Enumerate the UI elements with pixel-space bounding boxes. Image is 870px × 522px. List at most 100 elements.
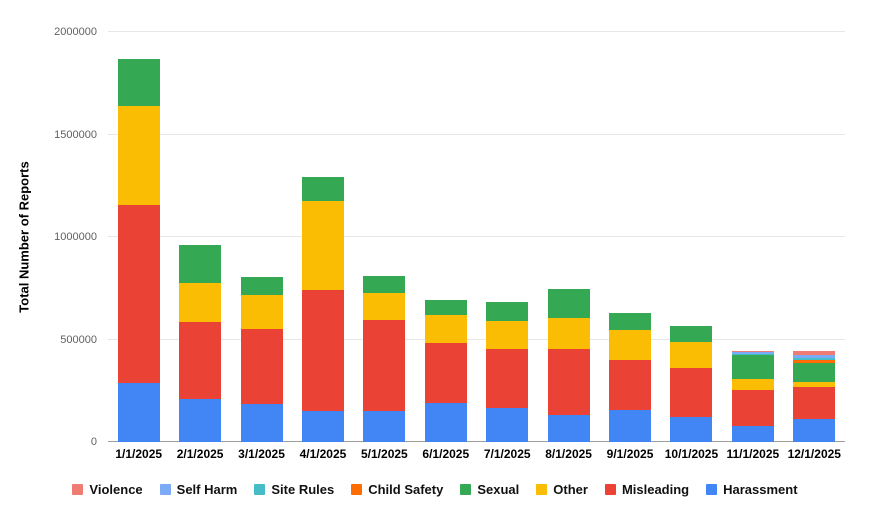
y-tick-label: 500000: [60, 333, 97, 346]
legend-label: Violence: [89, 482, 143, 497]
bar-segment-other: [793, 381, 836, 387]
x-tick-label: 10/1/2025: [664, 447, 719, 461]
bar-segment-misleading: [793, 386, 836, 420]
gridline: [108, 133, 845, 135]
legend-swatch-icon: [159, 484, 171, 495]
bar-segment-misleading: [240, 329, 283, 405]
bar-segment-harassment: [117, 382, 160, 442]
bar-segment-sexual: [609, 312, 652, 331]
legend-swatch-icon: [604, 484, 616, 495]
bar-segment-other: [240, 295, 283, 330]
bar-segment-sexual: [363, 275, 406, 294]
legend-item-child-safety: Child Safety: [351, 482, 443, 497]
stacked-bar-9/1/2025: [609, 312, 652, 442]
bar-segment-other: [609, 330, 652, 361]
gridline: [108, 236, 845, 237]
bar-segment-harassment: [609, 410, 652, 442]
bar-band: [784, 32, 845, 442]
bar-segment-sexual: [486, 301, 529, 322]
bar-segment-misleading: [609, 360, 652, 411]
bar-segment-harassment: [424, 403, 467, 442]
legend-label: Other: [553, 482, 588, 497]
bar-segment-violence: [793, 350, 836, 356]
legend-item-site-rules: Site Rules: [254, 482, 334, 497]
gridline: [108, 31, 845, 32]
legend-swatch-icon: [254, 484, 266, 495]
bar-segment-misleading: [117, 205, 160, 383]
legend-item-self-harm: Self Harm: [159, 482, 238, 497]
stacked-bar-12/1/2025: [793, 350, 836, 442]
bar-segment-other: [301, 201, 344, 291]
bar-band: [354, 32, 415, 442]
bar-segment-child-safety: [793, 360, 836, 364]
bar-band: [661, 32, 722, 442]
y-tick-label: 0: [90, 436, 97, 448]
y-axis-labels: 0 500000 1000000 1500000 2000000: [0, 26, 97, 448]
x-tick-label: 12/1/2025: [787, 447, 841, 461]
bar-band: [231, 32, 292, 442]
legend-item-misleading: Misleading: [604, 482, 690, 497]
bar-segment-misleading: [486, 348, 529, 409]
stacked-bar-3/1/2025: [240, 277, 283, 442]
bar-segment-other: [547, 317, 590, 349]
bar-segment-violence: [731, 350, 774, 353]
bar-segment-misleading: [301, 290, 344, 412]
x-tick-label: 4/1/2025: [299, 447, 347, 461]
stacked-bar-1/1/2025: [117, 58, 160, 442]
bar-segment-harassment: [793, 419, 836, 442]
bar-segment-harassment: [547, 415, 590, 442]
legend-swatch-icon: [460, 484, 472, 495]
bar-segment-self-harm: [731, 352, 774, 354]
bar-band: [108, 32, 169, 442]
stacked-bar-8/1/2025: [547, 289, 590, 442]
bar-segment-harassment: [731, 425, 774, 442]
bar-segment-sexual: [731, 354, 774, 380]
bar-segment-harassment: [179, 398, 222, 442]
stacked-bar-4/1/2025: [301, 176, 344, 442]
x-tick-label: 3/1/2025: [238, 447, 285, 461]
legend-label: Misleading: [621, 482, 690, 497]
bar-segment-sexual: [793, 363, 836, 382]
bar-segment-other: [424, 314, 467, 343]
bar-segment-misleading: [670, 368, 713, 418]
legend-item-sexual: Sexual: [460, 482, 519, 497]
bar-band: [599, 32, 660, 442]
legend-label: Sexual: [477, 482, 520, 497]
x-tick-label: 11/1/2025: [726, 447, 780, 461]
bar-segment-misleading: [424, 342, 467, 404]
x-tick-label: 9/1/2025: [606, 447, 654, 461]
bar-segment-other: [179, 283, 222, 323]
bar-segment-sexual: [240, 277, 283, 296]
x-tick-label: 6/1/2025: [422, 447, 470, 461]
bar-segment-sexual: [547, 289, 590, 318]
bar-segment-misleading: [179, 322, 222, 399]
stacked-bar-2/1/2025: [179, 245, 222, 442]
gridline: [108, 338, 845, 340]
legend-swatch-icon: [536, 484, 548, 495]
legend-swatch-icon: [706, 484, 718, 495]
x-axis-labels: 1/1/2025 2/1/2025 3/1/2025 4/1/2025 5/1/2025…: [108, 447, 845, 463]
bar-segment-self-harm: [793, 355, 836, 358]
bar-band: [415, 32, 476, 442]
bar-segment-sexual: [301, 176, 344, 202]
bar-band: [722, 32, 783, 442]
stacked-bar-7/1/2025: [486, 301, 529, 442]
bar-segment-other: [117, 105, 160, 206]
x-tick-label: 1/1/2025: [115, 447, 163, 461]
bar-segment-sexual: [670, 326, 713, 342]
y-tick-label: 1000000: [54, 231, 97, 243]
legend-label: Site Rules: [271, 482, 335, 497]
bar-segment-site-rules: [793, 357, 836, 361]
x-axis-baseline: [108, 441, 845, 442]
stacked-bar-10/1/2025: [670, 326, 713, 442]
bar-segment-site-rules: [731, 353, 774, 355]
legend: Violence Self Harm Site Rules Child Safety S…: [0, 482, 870, 497]
bar-band: [477, 32, 538, 442]
legend-item-other: Other: [536, 482, 588, 497]
stacked-bar-5/1/2025: [363, 275, 406, 442]
legend-swatch-icon: [72, 484, 84, 495]
legend-label: Self Harm: [176, 482, 238, 497]
bar-band: [169, 32, 230, 442]
bar-segment-sexual: [424, 299, 467, 315]
